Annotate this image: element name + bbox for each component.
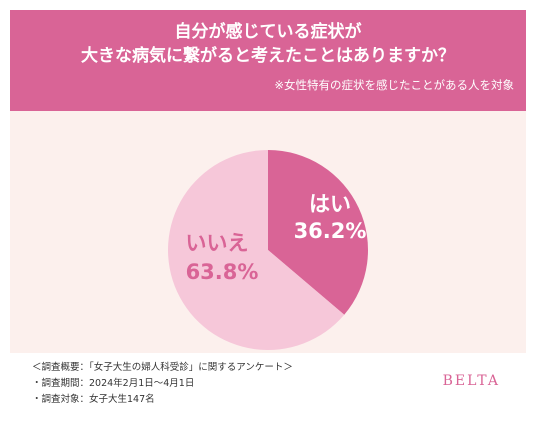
- survey-target: ・調査対象：女子大生147名: [32, 394, 155, 405]
- brand-logo: BELTA: [442, 373, 500, 389]
- infographic-card: 自分が感じている症状が 大きな病気に繋がると考えたことはありますか？ ※女性特有…: [10, 10, 526, 418]
- slice-value-no: 63.8%: [186, 260, 259, 284]
- slice-value-yes: 36.2%: [294, 219, 367, 243]
- survey-footer: ＜調査概要：「女子大生の婦人科受診」に関するアンケート＞ ・調査期間：2024年…: [10, 353, 526, 418]
- slice-label-yes: はい: [309, 192, 351, 216]
- title-line-2: 大きな病気に繋がると考えたことはありますか？: [81, 46, 455, 66]
- pie-slice-yes: [268, 150, 369, 315]
- subtitle-note: ※女性特有の症状を感じたことがある人を対象: [274, 78, 514, 92]
- survey-title: ＜調査概要：「女子大生の婦人科受診」に関するアンケート＞: [32, 362, 293, 373]
- header-banner: 自分が感じている症状が 大きな病気に繋がると考えたことはありますか？ ※女性特有…: [10, 10, 526, 111]
- title-line-1: 自分が感じている症状が: [174, 22, 362, 42]
- pie-chart: はい 36.2% いいえ 63.8%: [168, 149, 369, 350]
- survey-period: ・調査期間：2024年2月1日〜4月1日: [32, 378, 195, 389]
- pie-slice-no: [168, 149, 345, 350]
- slice-label-no: いいえ: [186, 231, 249, 255]
- pie-chart-area: はい 36.2% いいえ 63.8%: [10, 111, 526, 371]
